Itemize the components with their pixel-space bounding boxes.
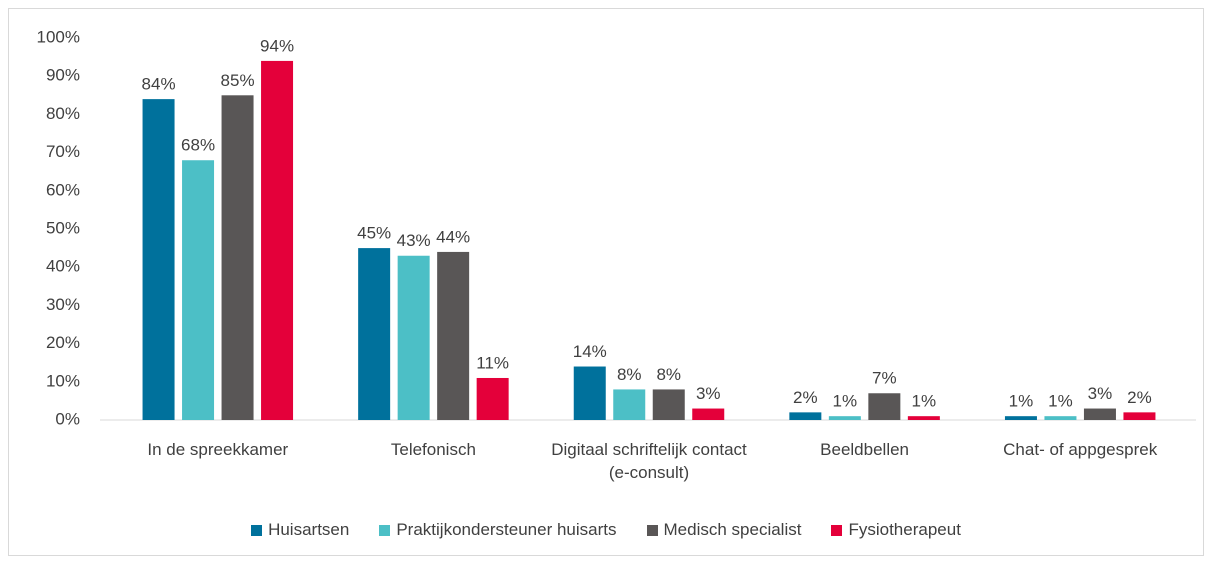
data-label: 45% bbox=[357, 224, 391, 243]
bar bbox=[437, 251, 470, 420]
bar bbox=[828, 416, 861, 420]
legend-item: Medisch specialist bbox=[646, 520, 802, 540]
bar bbox=[182, 160, 215, 421]
bar bbox=[1044, 416, 1077, 420]
data-label: 8% bbox=[656, 365, 681, 384]
data-label: 3% bbox=[696, 384, 721, 403]
legend-label: Praktijkondersteuner huisarts bbox=[396, 520, 617, 539]
bar bbox=[397, 255, 430, 420]
legend-label: Medisch specialist bbox=[663, 520, 802, 539]
bar bbox=[1004, 416, 1037, 420]
bar bbox=[476, 377, 509, 420]
y-tick-label: 30% bbox=[46, 295, 80, 314]
data-label: 1% bbox=[1009, 392, 1034, 411]
bar bbox=[613, 389, 646, 420]
legend-swatch bbox=[646, 524, 658, 536]
y-tick-label: 0% bbox=[55, 409, 80, 428]
x-tick-label: Telefonisch bbox=[390, 440, 476, 459]
data-label: 11% bbox=[476, 353, 509, 372]
y-tick-label: 80% bbox=[46, 104, 80, 123]
bar bbox=[1083, 408, 1116, 420]
chart-border bbox=[8, 8, 1204, 556]
y-tick-label: 60% bbox=[46, 180, 80, 199]
bar bbox=[358, 248, 391, 420]
legend-item: Huisartsen bbox=[251, 520, 349, 540]
data-label: 2% bbox=[1127, 388, 1152, 407]
legend-swatch bbox=[251, 524, 263, 536]
y-tick-label: 100% bbox=[37, 27, 80, 46]
bar bbox=[692, 408, 725, 420]
data-label: 2% bbox=[793, 388, 818, 407]
legend-item: Fysiotherapeut bbox=[831, 520, 961, 540]
legend-label: Huisartsen bbox=[268, 520, 350, 539]
legend-swatch bbox=[379, 524, 391, 536]
x-tick-label: Beeldbellen bbox=[820, 440, 910, 459]
data-label: 84% bbox=[142, 75, 176, 94]
data-label: 7% bbox=[872, 369, 897, 388]
data-label: 68% bbox=[181, 136, 215, 155]
legend-swatch bbox=[831, 524, 843, 536]
data-label: 8% bbox=[617, 365, 642, 384]
bar bbox=[261, 60, 294, 421]
data-label: 14% bbox=[573, 342, 607, 361]
data-label: 94% bbox=[260, 36, 294, 55]
data-label: 44% bbox=[436, 227, 470, 246]
y-tick-label: 70% bbox=[46, 142, 80, 161]
x-tick-label: Chat- of appgesprek bbox=[1003, 440, 1158, 459]
bar bbox=[1123, 412, 1156, 420]
bar bbox=[142, 99, 175, 421]
y-tick-label: 90% bbox=[46, 66, 80, 85]
y-tick-label: 10% bbox=[46, 371, 80, 390]
data-label: 85% bbox=[221, 71, 255, 90]
y-tick-label: 40% bbox=[46, 257, 80, 276]
bar bbox=[789, 412, 822, 420]
data-label: 1% bbox=[833, 392, 858, 411]
y-tick-label: 50% bbox=[46, 218, 80, 237]
y-tick-label: 20% bbox=[46, 333, 80, 352]
x-tick-label: In de spreekkamer bbox=[147, 440, 289, 459]
bar bbox=[573, 366, 606, 420]
bar bbox=[907, 416, 940, 420]
legend-label: Fysiotherapeut bbox=[848, 520, 961, 539]
bar bbox=[868, 393, 901, 420]
data-label: 1% bbox=[1048, 392, 1073, 411]
legend-item: Praktijkondersteuner huisarts bbox=[379, 520, 617, 540]
x-tick-label: Digitaal schriftelijk contact (e-consult… bbox=[551, 440, 747, 482]
legend: Huisartsen Praktijkondersteuner huisarts M… bbox=[0, 520, 1212, 540]
data-label: 1% bbox=[912, 392, 937, 411]
data-label: 3% bbox=[1088, 384, 1113, 403]
data-label: 43% bbox=[397, 231, 431, 250]
bar bbox=[221, 95, 254, 421]
bar bbox=[652, 389, 685, 420]
